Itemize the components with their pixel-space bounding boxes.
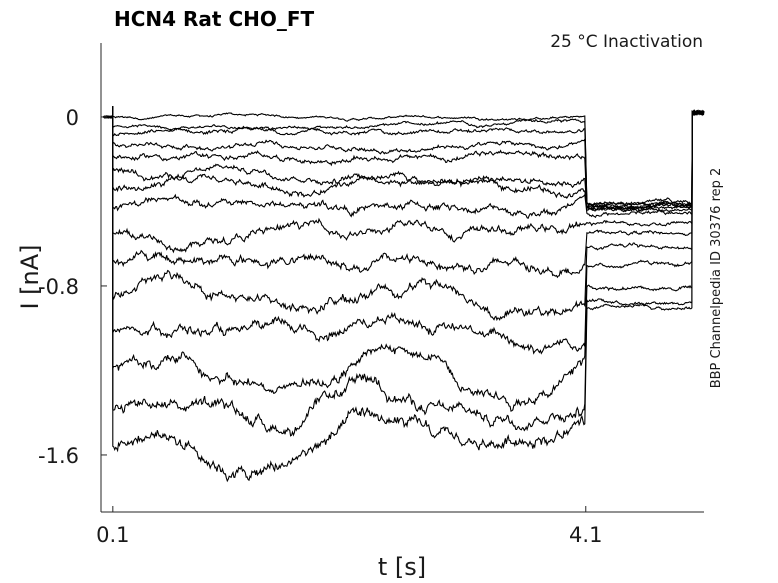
x-tick-label: 4.1: [569, 523, 602, 547]
current-traces: [102, 106, 705, 483]
x-axis-label: t [s]: [378, 553, 426, 581]
x-axis-ticks: 0.1 4.1: [96, 506, 602, 547]
current-trace-12: [103, 106, 705, 355]
current-trace-8: [103, 106, 705, 219]
current-trace-4: [103, 106, 705, 210]
y-tick-label: -1.6: [38, 444, 79, 468]
current-trace-3: [102, 106, 705, 211]
chart-title: HCN4 Rat CHO_FT: [114, 7, 315, 31]
side-id-label: BBP Channelpedia ID 30376 rep 2: [709, 168, 724, 389]
y-axis-label: I [nA]: [16, 244, 44, 309]
current-trace-5: [103, 106, 705, 212]
y-tick-label: 0: [66, 106, 79, 130]
current-trace-10: [103, 106, 705, 279]
current-trace-13: [103, 106, 705, 412]
current-trace-11: [103, 106, 705, 322]
x-tick-label: 0.1: [96, 523, 129, 547]
y-tick-label: -0.8: [38, 275, 79, 299]
chart-subtitle: 25 °C Inactivation: [550, 32, 703, 52]
plot-area: [101, 43, 704, 512]
current-trace-15: [103, 106, 705, 483]
current-trace-7: [103, 106, 705, 213]
current-trace-14: [103, 106, 705, 437]
y-axis-ticks: 0 -0.8 -1.6: [38, 106, 107, 468]
current-trace-9: [103, 106, 705, 254]
